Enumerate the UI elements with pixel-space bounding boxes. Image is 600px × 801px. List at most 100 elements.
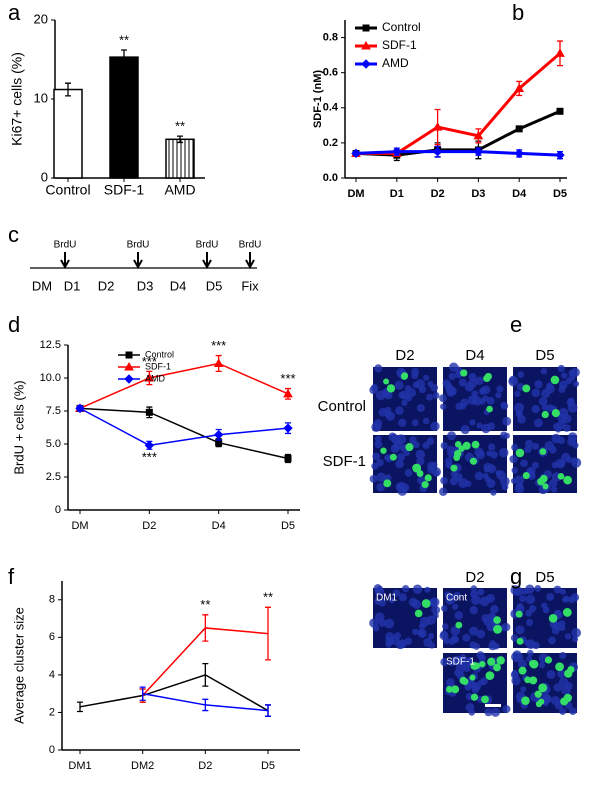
labeled-cell bbox=[550, 375, 560, 385]
nucleus bbox=[450, 635, 459, 644]
nucleus bbox=[397, 452, 406, 461]
nucleus bbox=[481, 385, 491, 395]
nucleus bbox=[495, 392, 502, 399]
marker bbox=[514, 148, 524, 159]
marker bbox=[125, 351, 133, 359]
marker bbox=[556, 107, 564, 115]
labeled-cell bbox=[487, 657, 496, 666]
nucleus bbox=[546, 404, 554, 412]
nucleus bbox=[486, 623, 496, 632]
labeled-cell bbox=[493, 616, 501, 624]
image-label: DM1 bbox=[376, 593, 398, 604]
nucleus bbox=[432, 392, 440, 399]
pulse-arrow bbox=[133, 252, 143, 270]
nucleus bbox=[427, 465, 435, 474]
nucleus bbox=[502, 416, 512, 426]
x-tick-label: D5 bbox=[261, 760, 275, 772]
labeled-cell bbox=[389, 453, 397, 461]
nucleus bbox=[557, 364, 565, 373]
nucleus bbox=[525, 584, 535, 594]
pulse-label: BrdU bbox=[127, 240, 150, 251]
nucleus bbox=[519, 595, 526, 603]
nucleus bbox=[572, 380, 580, 388]
nucleus bbox=[442, 623, 449, 630]
nucleus bbox=[563, 595, 570, 603]
nucleus bbox=[458, 378, 467, 387]
labeled-cell bbox=[551, 409, 560, 418]
significance: ** bbox=[119, 32, 129, 47]
nucleus bbox=[469, 641, 477, 649]
nucleus bbox=[411, 419, 419, 427]
nucleus bbox=[557, 669, 566, 678]
nucleus bbox=[548, 445, 557, 454]
nucleus bbox=[395, 459, 405, 469]
nucleus bbox=[570, 593, 580, 602]
nucleus bbox=[564, 633, 572, 640]
nucleus bbox=[385, 411, 396, 421]
nucleus bbox=[515, 625, 525, 635]
nucleus bbox=[559, 588, 566, 595]
nucleus bbox=[401, 585, 410, 593]
labeled-cell bbox=[563, 475, 572, 485]
nucleus bbox=[384, 454, 391, 461]
nucleus bbox=[374, 612, 385, 622]
labeled-cell bbox=[414, 609, 423, 618]
x-tick-label: DM1 bbox=[68, 760, 91, 772]
labeled-cell bbox=[529, 659, 537, 668]
nucleus bbox=[423, 638, 433, 648]
nucleus bbox=[558, 677, 569, 688]
x-tick-label: D2 bbox=[198, 760, 212, 772]
nucleus bbox=[471, 390, 479, 398]
pulse-arrow bbox=[202, 252, 212, 270]
error-bar bbox=[139, 686, 146, 701]
x-tick-label: D5 bbox=[281, 520, 295, 532]
nucleus bbox=[534, 585, 542, 592]
y-tick-label: 0 bbox=[49, 744, 55, 756]
nucleus bbox=[449, 362, 459, 372]
legend-label: Control bbox=[145, 349, 174, 359]
nucleus bbox=[467, 395, 478, 405]
nucleus bbox=[538, 396, 548, 406]
nucleus bbox=[490, 604, 499, 614]
labeled-cell bbox=[460, 369, 468, 377]
labeled-cell bbox=[563, 693, 572, 703]
nucleus bbox=[398, 418, 407, 428]
labeled-cell bbox=[544, 656, 553, 664]
nucleus bbox=[546, 592, 555, 601]
nucleus bbox=[450, 470, 458, 478]
nucleus bbox=[561, 685, 571, 696]
nucleus bbox=[428, 598, 438, 608]
x-tick-label: D2 bbox=[142, 520, 156, 532]
nucleus bbox=[567, 402, 578, 413]
nucleus bbox=[510, 634, 519, 642]
nucleus bbox=[481, 613, 490, 623]
nucleus bbox=[369, 474, 378, 483]
labeled-cell bbox=[496, 656, 505, 665]
labeled-cell bbox=[416, 470, 424, 477]
y-axis-title: Ki67+ cells (%) bbox=[9, 52, 25, 146]
y-tick-label: 0.4 bbox=[323, 102, 339, 114]
labeled-cell bbox=[484, 372, 492, 381]
nucleus bbox=[468, 378, 478, 388]
nucleus bbox=[469, 419, 476, 426]
nucleus bbox=[559, 651, 567, 660]
series-line bbox=[79, 407, 289, 460]
day-label: D3 bbox=[137, 278, 154, 293]
day-label: DM bbox=[32, 278, 52, 293]
error-bar bbox=[121, 49, 127, 65]
nucleus bbox=[548, 636, 556, 645]
nucleus bbox=[394, 380, 404, 390]
nucleus bbox=[374, 435, 382, 443]
pulse-label: BrdU bbox=[196, 240, 219, 251]
labeled-cell bbox=[386, 384, 396, 393]
nucleus bbox=[476, 629, 486, 639]
nucleus bbox=[369, 385, 378, 395]
nucleus bbox=[546, 669, 556, 679]
series-line bbox=[355, 109, 561, 157]
nucleus bbox=[552, 423, 560, 430]
labeled-cell bbox=[405, 443, 414, 452]
nucleus bbox=[375, 587, 385, 597]
nucleus bbox=[514, 483, 525, 494]
nucleus bbox=[490, 489, 497, 496]
nucleus bbox=[391, 433, 398, 440]
